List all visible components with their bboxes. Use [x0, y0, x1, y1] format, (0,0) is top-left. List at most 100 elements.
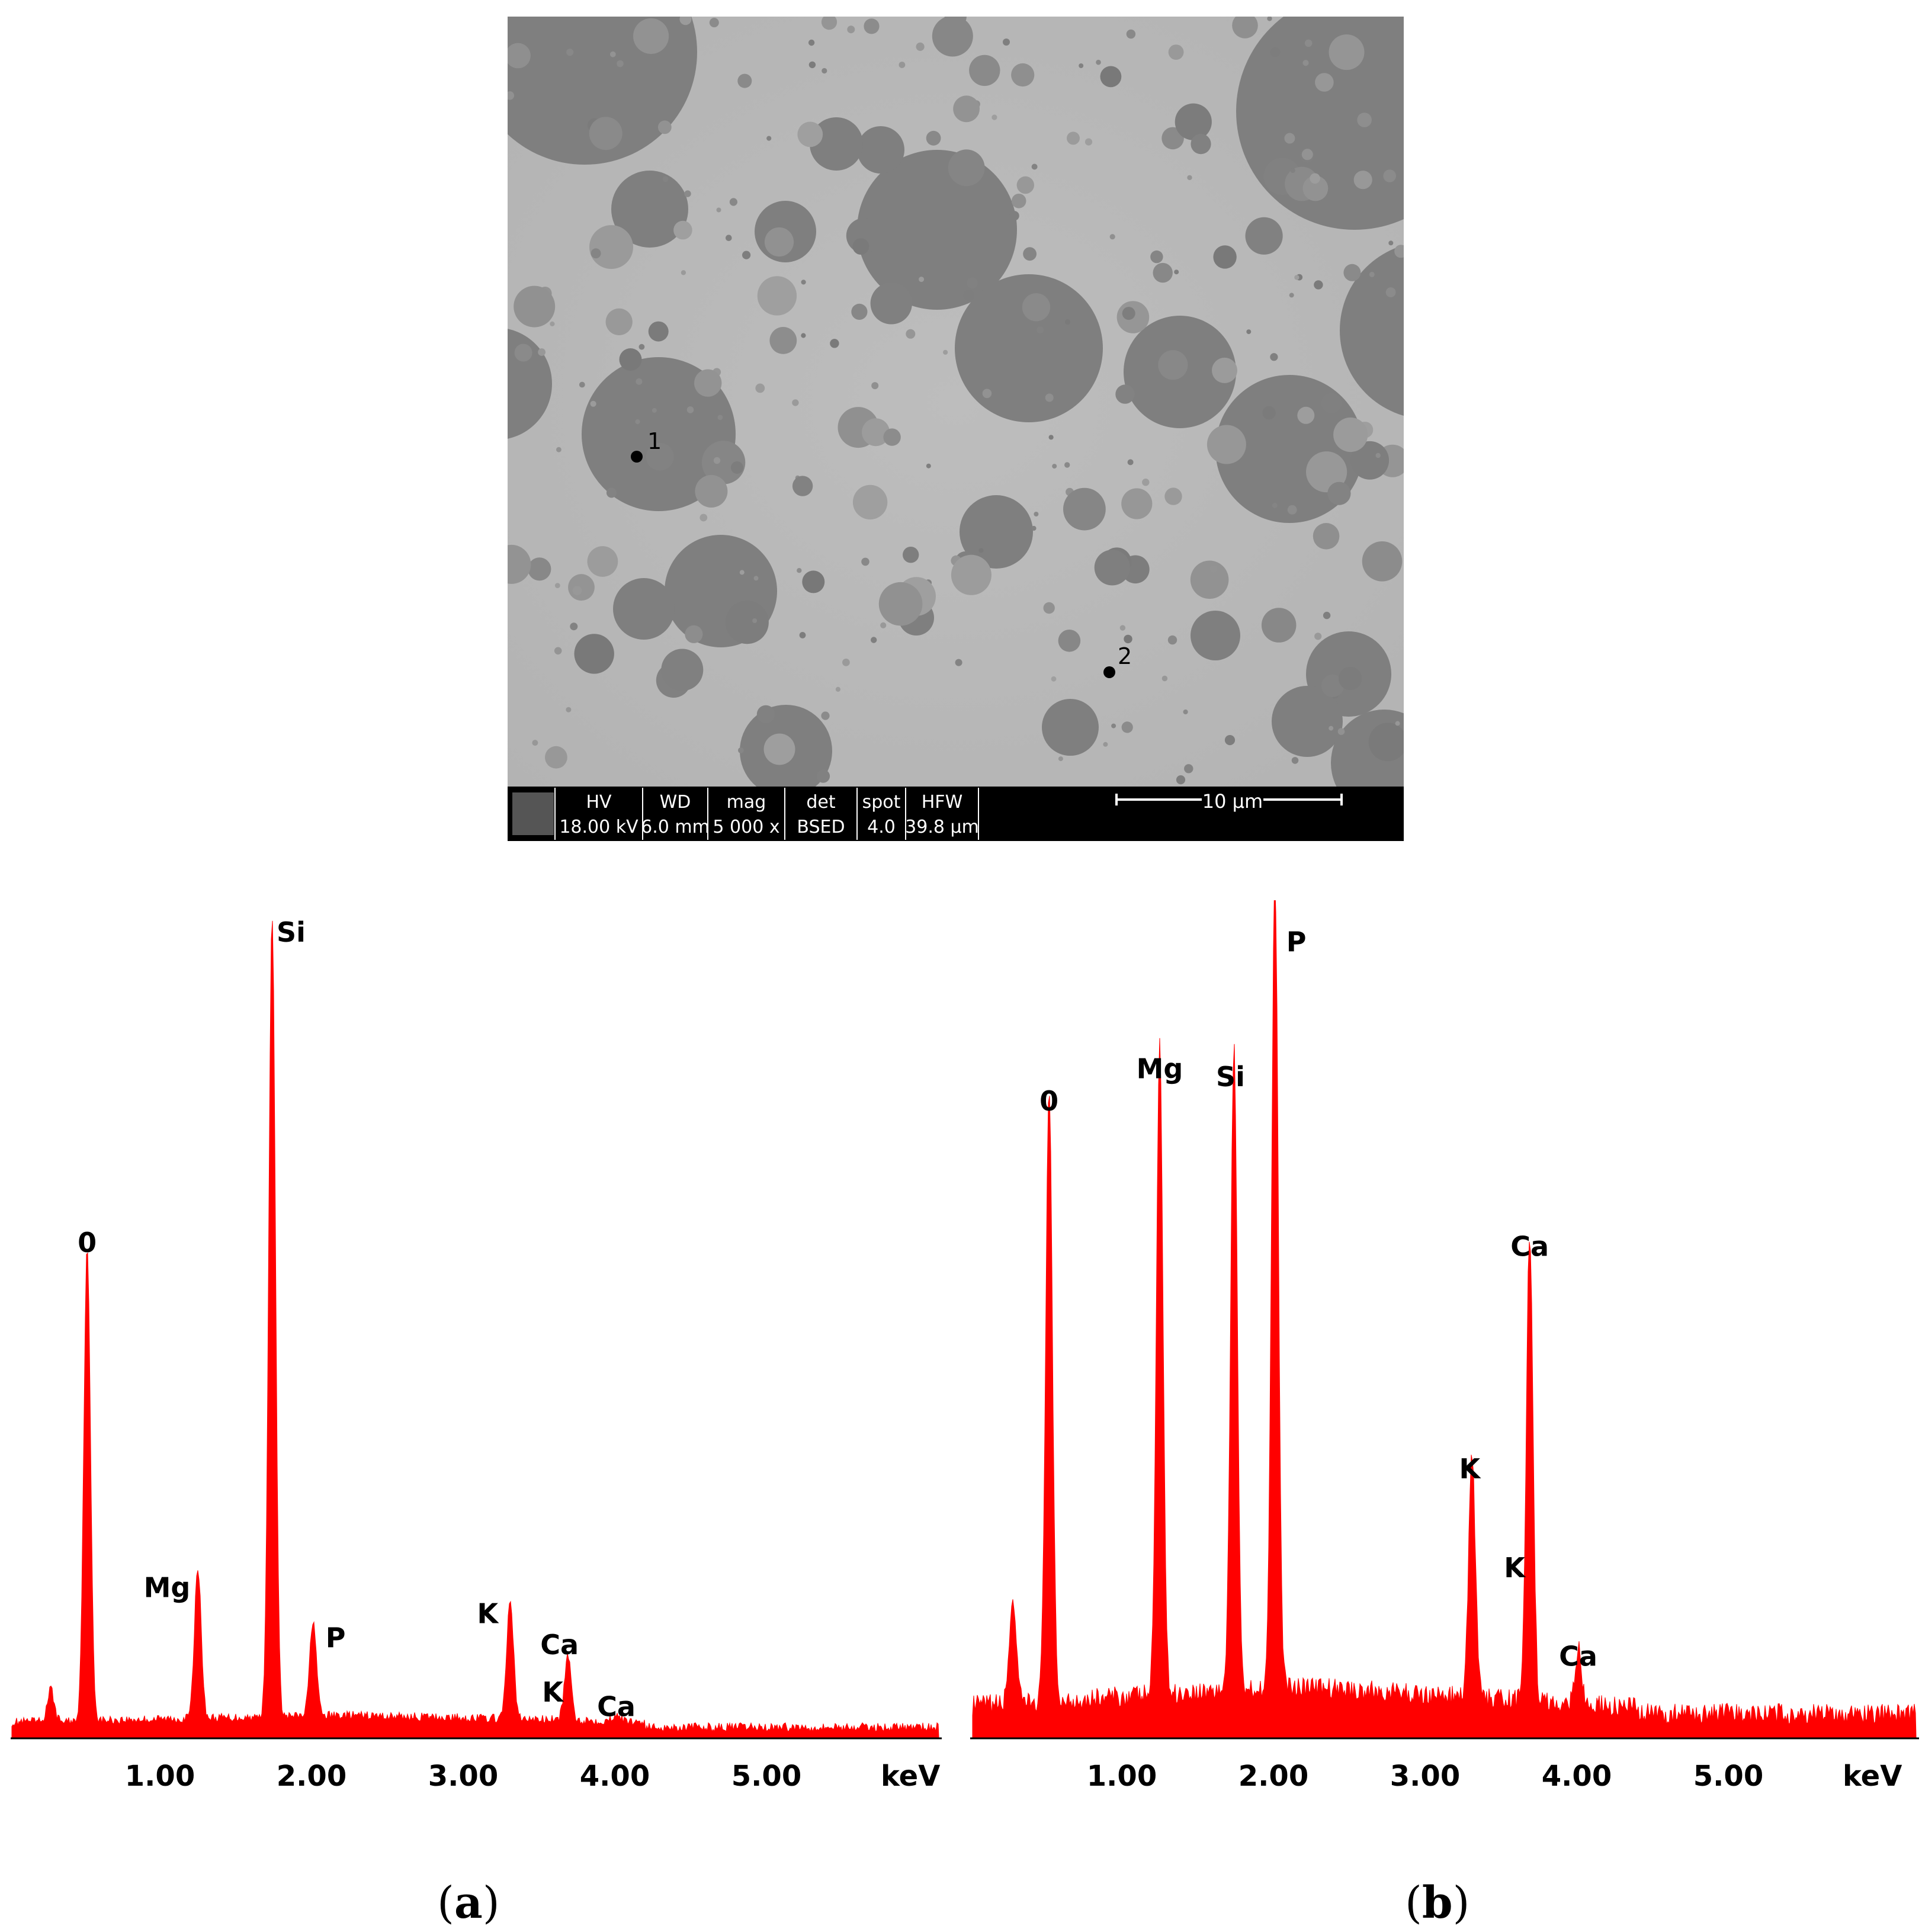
particle [1096, 59, 1101, 65]
particle [1183, 709, 1188, 715]
databar-header: det [806, 792, 836, 813]
particle [797, 121, 823, 147]
particle [932, 17, 973, 57]
particle [737, 73, 752, 88]
particle [1261, 608, 1297, 643]
particle [1142, 479, 1150, 486]
x-tick-label: 2.00 [1238, 1760, 1308, 1793]
particle [1042, 699, 1099, 756]
caption-a: (a) [437, 1878, 500, 1928]
particle [1190, 560, 1229, 599]
particle [701, 441, 746, 484]
particle [514, 285, 556, 328]
peak-label: K [1459, 1453, 1482, 1485]
particle [861, 557, 869, 566]
particle [684, 190, 691, 197]
particle [1209, 565, 1218, 573]
particle [1164, 487, 1182, 505]
particle [550, 321, 555, 327]
particle [1064, 319, 1071, 325]
particle [1045, 393, 1054, 402]
particle [1051, 676, 1057, 682]
particle [532, 740, 538, 746]
particle [792, 476, 813, 496]
particle [802, 570, 825, 593]
particle [1213, 245, 1237, 269]
x-tick-label: 3.00 [1390, 1760, 1460, 1793]
particle [606, 487, 617, 498]
particle [582, 357, 736, 511]
particle [1109, 234, 1115, 240]
caption-b: (b) [1405, 1878, 1470, 1928]
particle [635, 419, 640, 425]
particle [1297, 406, 1315, 424]
particle [638, 344, 645, 350]
particle [1290, 168, 1295, 174]
particle [1121, 488, 1153, 519]
particle [883, 428, 901, 446]
particle [1369, 271, 1375, 277]
particle [906, 329, 916, 339]
particle [821, 711, 830, 720]
particle [1034, 512, 1039, 516]
particle [822, 68, 827, 74]
point-label-1: 1 [647, 428, 662, 454]
particle [1043, 602, 1055, 614]
particle [1362, 541, 1403, 582]
particle [1314, 633, 1322, 640]
spectrum-trace [11, 920, 939, 1738]
particle [851, 303, 868, 320]
particle [810, 117, 863, 171]
x-tick-label: 1.00 [1087, 1760, 1157, 1793]
particle [1306, 451, 1347, 493]
particle [1375, 452, 1381, 458]
x-tick-label: 3.00 [428, 1760, 498, 1793]
x-tick-label: 5.00 [731, 1760, 801, 1793]
particle [1313, 523, 1340, 550]
particle [864, 18, 880, 34]
databar-header: HFW [922, 792, 962, 813]
particle [871, 382, 879, 390]
peak-label: P [326, 1622, 346, 1654]
measurement-point-2 [1103, 666, 1115, 678]
particle [1023, 247, 1037, 261]
particle [1031, 525, 1037, 531]
particle [579, 381, 585, 388]
particle [1150, 250, 1163, 264]
databar-header: HV [586, 792, 612, 813]
particle [1191, 611, 1240, 660]
particle [1315, 73, 1334, 92]
particle [1327, 482, 1351, 505]
particle [742, 251, 751, 259]
particle [857, 150, 1017, 310]
particle [1388, 240, 1394, 246]
databar-value: 4.0 [867, 817, 896, 837]
particle [953, 95, 980, 123]
particle [1302, 60, 1309, 66]
particle [590, 400, 596, 407]
particle [1262, 406, 1276, 420]
particle [1176, 775, 1186, 785]
particle [694, 369, 722, 397]
particle [1153, 262, 1173, 283]
particle [738, 747, 744, 753]
particle [1357, 113, 1372, 127]
particle [763, 733, 795, 765]
sem-databar: HV 18.00 kV WD 6.0 mm mag 5 000 x det BSED spot 4… [508, 787, 1404, 841]
particle [591, 248, 601, 259]
particle [1383, 169, 1396, 182]
particle [508, 43, 531, 69]
particle [572, 586, 582, 595]
particle [967, 277, 978, 289]
particle [769, 327, 797, 354]
particle [652, 407, 657, 413]
particle [686, 406, 694, 413]
particle [1368, 723, 1404, 762]
particle [1350, 441, 1390, 480]
particle [1048, 435, 1054, 440]
particle [1103, 742, 1108, 747]
particle [725, 601, 769, 644]
particle [1126, 29, 1136, 39]
particle [899, 62, 906, 68]
databar-header: mag [727, 792, 766, 813]
